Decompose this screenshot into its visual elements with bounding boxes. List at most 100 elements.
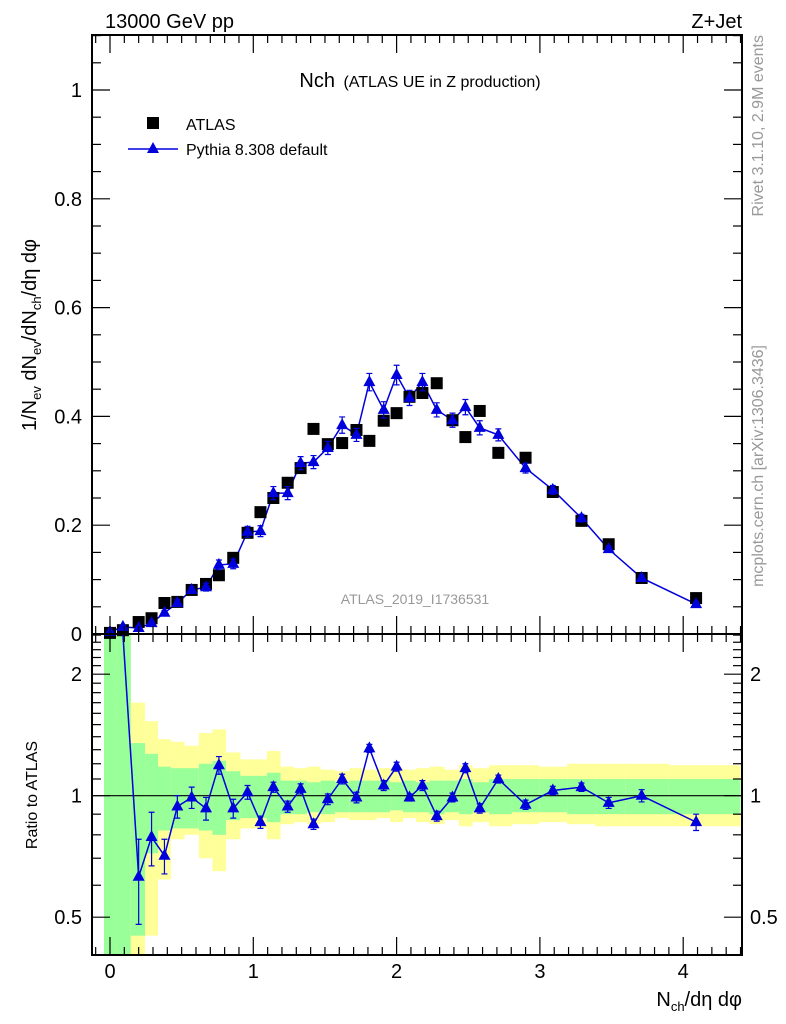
ratio-point xyxy=(350,790,363,802)
ratio-point xyxy=(459,761,472,773)
ratio-point xyxy=(519,797,532,809)
ratio-point xyxy=(377,778,390,790)
ratio-point xyxy=(254,815,267,827)
pythia-point xyxy=(473,420,486,432)
pythia-point xyxy=(200,580,213,592)
pythia-point xyxy=(546,482,559,494)
ratio-point xyxy=(336,771,349,783)
analysis-watermark: ATLAS_2019_I1736531 xyxy=(341,591,490,607)
pythia-point xyxy=(158,605,171,617)
y-tick-label: 0.2 xyxy=(54,515,82,537)
ratio-point xyxy=(212,758,225,770)
atlas-point xyxy=(492,446,505,459)
pythia-point xyxy=(519,461,532,473)
y-tick-label: 0 xyxy=(71,624,82,646)
x-tick-label: 4 xyxy=(678,961,689,983)
ylabel-part: 1/N xyxy=(19,400,41,431)
atlas-point xyxy=(254,506,267,519)
y-tick-label: 0.6 xyxy=(54,298,82,320)
ratio-point xyxy=(185,790,198,802)
pythia-point xyxy=(212,557,225,569)
ratio-y-tick-label-left: 0.5 xyxy=(54,907,82,929)
legend-pythia-marker xyxy=(147,142,159,153)
band-stat-bin xyxy=(266,772,281,823)
ratio-point xyxy=(227,801,240,813)
chart-marks xyxy=(104,364,703,925)
ratio-y-tick-label-right: 1 xyxy=(750,786,761,808)
band-stat-bin xyxy=(254,775,267,819)
title-main: Nch xyxy=(299,70,335,92)
pythia-point xyxy=(307,455,320,467)
atlas-point xyxy=(416,387,429,400)
pythia-point xyxy=(602,542,615,554)
pythia-point xyxy=(350,427,363,439)
ratio-point xyxy=(635,788,648,800)
band-stat-bin xyxy=(668,778,741,815)
ratio-point xyxy=(690,815,703,827)
band-stat-bin xyxy=(145,753,159,854)
ratio-point xyxy=(241,785,254,797)
ratio-point xyxy=(307,817,320,829)
ratio-point xyxy=(546,783,559,795)
ratio-point xyxy=(403,790,416,802)
ratio-point xyxy=(390,759,403,771)
atlas-point xyxy=(390,407,403,420)
pythia-point xyxy=(241,524,254,536)
pythia-point xyxy=(635,570,648,582)
band-stat-bin xyxy=(334,782,350,813)
x-tick-label: 0 xyxy=(104,961,115,983)
ratio-point xyxy=(267,780,280,792)
pythia-point xyxy=(459,400,472,412)
pythia-point xyxy=(281,486,294,498)
band-stat-bin xyxy=(307,782,321,813)
ylabel-part: /dN xyxy=(19,310,41,341)
xlabel-part: N xyxy=(656,989,670,1011)
x-axis-label: Nch/dη dφ xyxy=(656,989,742,1014)
pythia-point xyxy=(446,413,459,425)
atlas-point xyxy=(519,451,532,464)
ratio-point xyxy=(492,771,505,783)
pythia-point xyxy=(145,616,158,628)
band-stat-bin xyxy=(212,760,227,835)
xlabel-part: /dη dφ xyxy=(685,989,742,1011)
atlas-point xyxy=(158,596,171,609)
pythia-point xyxy=(377,402,390,414)
ratio-point xyxy=(446,790,459,802)
header-left: 13000 GeV pp xyxy=(105,11,234,33)
mcplots-label: mcplots.cern.ch [arXiv:1306.3436] xyxy=(750,345,767,587)
x-tick-label: 2 xyxy=(391,961,402,983)
ratio-point xyxy=(473,801,486,813)
rivet-version-label: Rivet 3.1.10, 2.9M events xyxy=(750,35,767,216)
band-stat-bin xyxy=(415,782,430,813)
pythia-point xyxy=(116,619,129,631)
band-stat-bin xyxy=(104,634,117,955)
ylabel-part: ch xyxy=(29,296,44,310)
band-stat-bin xyxy=(429,780,445,815)
ratio-y-tick-label-right: 0.5 xyxy=(750,907,778,929)
legend-atlas-label: ATLAS xyxy=(186,117,236,134)
band-stat-bin xyxy=(458,778,473,815)
atlas-point xyxy=(430,377,443,390)
legend-pythia-label: Pythia 8.308 default xyxy=(186,142,328,159)
ratio-point xyxy=(171,799,184,811)
ratio-point xyxy=(575,780,588,792)
x-tick-label: 3 xyxy=(534,961,545,983)
title-sub: (ATLAS UE in Z production) xyxy=(343,74,540,91)
ratio-point xyxy=(145,830,158,842)
ratio-point xyxy=(281,799,294,811)
ratio-error-bar xyxy=(135,838,142,925)
atlas-point xyxy=(281,476,294,489)
atlas-point xyxy=(212,569,225,582)
atlas-point xyxy=(473,404,486,417)
ratio-plot-frame xyxy=(91,633,743,956)
pythia-point xyxy=(171,595,184,607)
y-tick-label: 0.8 xyxy=(54,189,82,211)
pythia-point xyxy=(390,368,403,380)
pythia-point xyxy=(321,440,334,452)
ylabel-part: ev xyxy=(29,386,44,400)
axes: 0 1 2 3 4 0 0.2 0.4 0.6 0.8 1 0.5 0.5 1 1 2 2 xyxy=(54,34,778,983)
y-tick-label: 0.4 xyxy=(54,406,82,428)
atlas-point xyxy=(307,422,320,435)
ratio-point xyxy=(363,741,376,753)
